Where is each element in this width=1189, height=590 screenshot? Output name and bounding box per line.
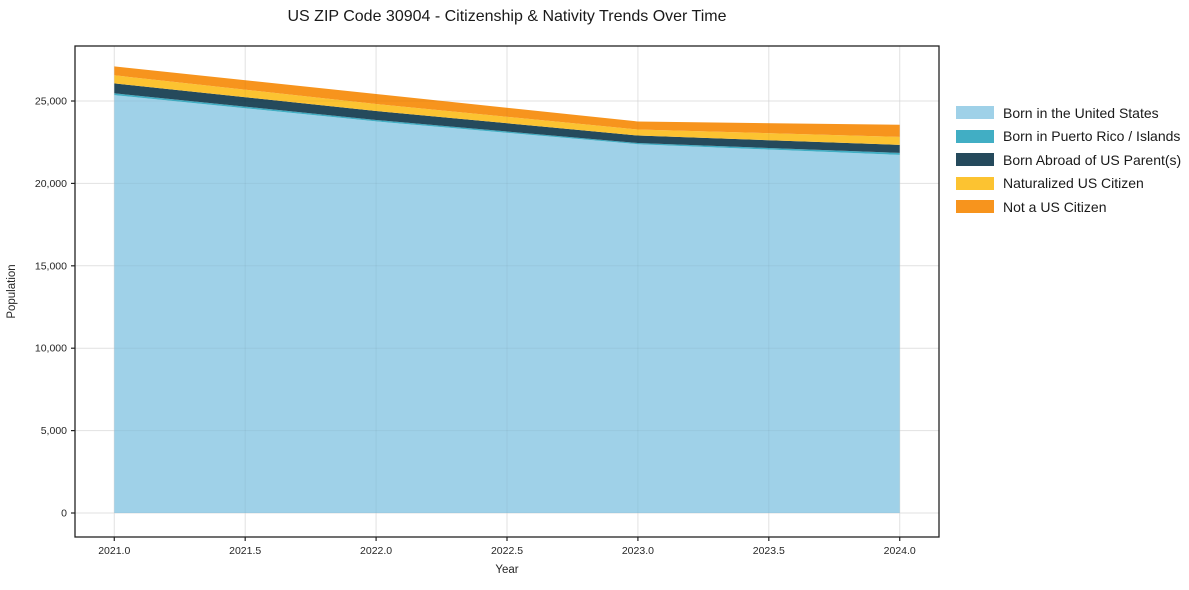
area-band-0 <box>114 95 900 513</box>
legend-item-2: Born Abroad of US Parent(s) <box>956 148 1181 172</box>
legend-swatch-icon <box>956 129 994 143</box>
y-tick-label: 5,000 <box>41 425 67 437</box>
legend-swatch-icon <box>956 176 994 190</box>
y-tick-label: 0 <box>61 508 67 520</box>
tick-labels: 2021.0 2021.5 2022.0 2022.5 2023.0 2023.5 2024… <box>35 96 916 557</box>
chart-title: US ZIP Code 30904 - Citizenship & Nativi… <box>287 8 727 25</box>
legend-label: Naturalized US Citizen <box>1003 175 1144 192</box>
y-tick-label: 15,000 <box>35 260 67 272</box>
legend-swatch-icon <box>956 153 994 167</box>
legend: Born in the United States Born in Puerto … <box>956 101 1181 219</box>
x-tick-label: 2023.0 <box>622 545 654 557</box>
area-band-4 <box>114 66 900 137</box>
area-band-2 <box>114 83 900 153</box>
legend-item-1: Born in Puerto Rico / Islands <box>956 125 1181 149</box>
legend-item-3: Naturalized US Citizen <box>956 172 1181 196</box>
legend-label: Born in the United States <box>1003 104 1159 121</box>
y-axis-label: Population <box>6 264 18 318</box>
legend-label: Born in Puerto Rico / Islands <box>1003 128 1181 145</box>
legend-swatch-icon <box>956 106 994 120</box>
legend-swatch-icon <box>956 200 994 214</box>
area-band-3 <box>114 75 900 145</box>
x-axis-label: Year <box>495 564 518 576</box>
x-tick-label: 2021.0 <box>98 545 130 557</box>
legend-item-4: Not a US Citizen <box>956 195 1181 219</box>
legend-item-0: Born in the United States <box>956 101 1181 125</box>
gridlines-overlay <box>75 46 939 537</box>
x-tick-label: 2023.5 <box>753 545 785 557</box>
y-tick-label: 25,000 <box>35 96 67 108</box>
x-tick-label: 2024.0 <box>884 545 916 557</box>
y-tick-label: 20,000 <box>35 178 67 190</box>
legend-label: Not a US Citizen <box>1003 198 1107 215</box>
x-tick-label: 2022.0 <box>360 545 392 557</box>
legend-label: Born Abroad of US Parent(s) <box>1003 151 1182 168</box>
area-series <box>114 66 900 513</box>
x-tick-label: 2022.5 <box>491 545 523 557</box>
x-tick-label: 2021.5 <box>229 545 261 557</box>
y-tick-label: 10,000 <box>35 343 67 355</box>
axis-ticks <box>71 100 901 541</box>
